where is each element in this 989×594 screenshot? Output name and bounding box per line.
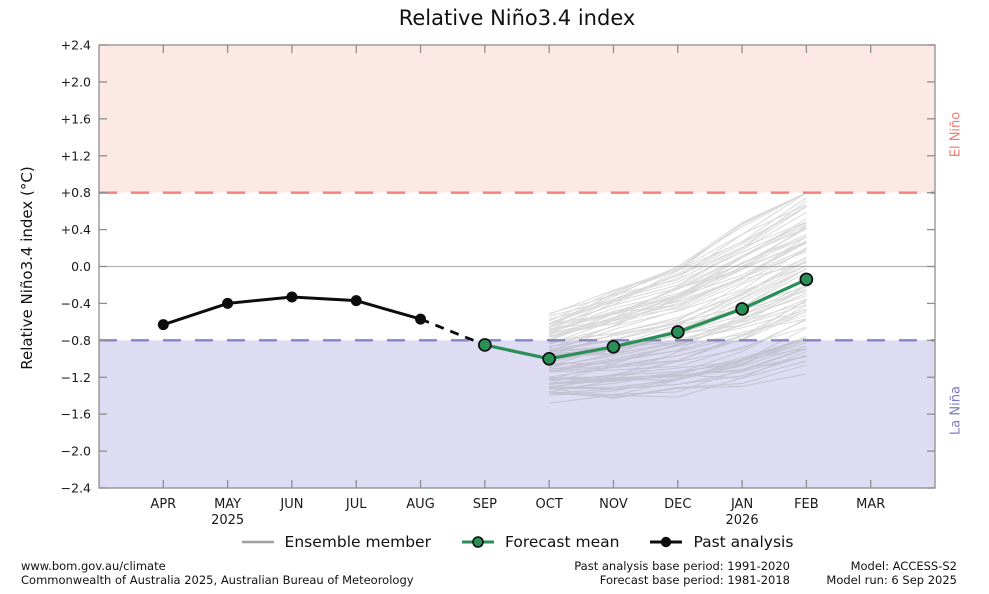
chart-legend: Ensemble member Forecast mean Past analy…: [99, 533, 935, 551]
footer-forecast-base-period: Forecast base period: 1981-2018: [599, 572, 790, 587]
forecast-mean-point: [477, 338, 492, 352]
x-tick-label: AUG: [406, 497, 434, 512]
legend-label-forecast: Forecast mean: [504, 533, 620, 551]
legend-item-ensemble: Ensemble member: [241, 533, 431, 551]
footer-past-base-period: Past analysis base period: 1991-2020: [574, 559, 790, 573]
y-tick-label: +1.6: [61, 111, 91, 126]
past-analysis-point: [286, 291, 298, 303]
el-nino-band: [99, 45, 935, 193]
y-tick-label: −0.4: [61, 296, 91, 311]
footer-base-periods: Past analysis base period: 1991-2020 For…: [574, 559, 790, 587]
forecast-mean-line: [484, 277, 808, 361]
y-tick-label: −1.2: [61, 370, 91, 385]
y-tick-label: +2.4: [61, 38, 91, 53]
past-line-icon: [650, 536, 683, 548]
footer-model-info: Model: ACCESS-S2 Model run: 6 Sep 2025: [826, 559, 957, 587]
footer-url: www.bom.gov.au/climate: [21, 559, 166, 573]
legend-label-past: Past analysis: [693, 533, 794, 551]
legend-item-past: Past analysis: [649, 533, 793, 551]
y-tick-label: +0.4: [61, 222, 91, 237]
chart-title: Relative Niño3.4 index: [398, 6, 636, 30]
y-tick-label: 0.0: [71, 259, 91, 274]
past-analysis-point: [350, 295, 362, 307]
y-axis-label: Relative Niño3.4 index (°C): [18, 166, 36, 370]
past-analysis-point: [415, 313, 427, 325]
y-tick-label: +2.0: [61, 74, 91, 89]
forecast-line-icon: [461, 536, 494, 548]
x-tick-label: DEC: [664, 497, 691, 512]
x-tick-label: FEB: [794, 497, 819, 512]
x-tick-label: SEP: [473, 497, 497, 512]
legend-item-forecast: Forecast mean: [461, 533, 619, 551]
forecast-mean-point: [735, 302, 749, 316]
x-tick-label: NOV: [599, 497, 628, 512]
footer-source: www.bom.gov.au/climate Commonwealth of A…: [21, 559, 414, 587]
el-nino-region-label: El Niño: [948, 111, 964, 158]
forecast-mean-point: [542, 351, 557, 366]
ensemble-line-icon: [241, 540, 274, 544]
y-tick-label: −2.0: [61, 444, 91, 459]
la-nina-region-label: La Niña: [948, 386, 964, 435]
footer-model-run: Model run: 6 Sep 2025: [826, 572, 957, 587]
x-tick-label: APR: [150, 497, 176, 512]
x-year-label: 2026: [726, 513, 759, 528]
x-tick-label: JAN: [730, 497, 753, 512]
x-year-label: 2025: [211, 513, 244, 528]
past-to-forecast-connector: [420, 317, 486, 347]
y-tick-label: −2.4: [61, 481, 91, 496]
y-tick-label: −1.6: [61, 407, 91, 422]
y-tick-label: −0.8: [61, 333, 91, 348]
x-tick-label: MAR: [856, 497, 885, 512]
y-tick-label: +0.8: [61, 185, 91, 200]
forecast-mean-point: [606, 339, 621, 354]
x-tick-label: JUN: [279, 497, 303, 512]
x-tick-label: MAY: [214, 497, 241, 512]
footer-copyright: Commonwealth of Australia 2025, Australi…: [21, 572, 414, 587]
forecast-mean-point: [799, 272, 814, 287]
past-analysis-point: [222, 297, 234, 309]
la-nina-band: [99, 340, 935, 488]
past-analysis-point: [157, 319, 169, 331]
legend-label-ensemble: Ensemble member: [284, 533, 431, 551]
forecast-mean-point: [670, 325, 685, 339]
x-tick-label: OCT: [536, 497, 563, 512]
footer-model: Model: ACCESS-S2: [850, 559, 957, 573]
x-tick-label: JUL: [345, 497, 367, 512]
y-tick-label: +1.2: [61, 148, 91, 163]
